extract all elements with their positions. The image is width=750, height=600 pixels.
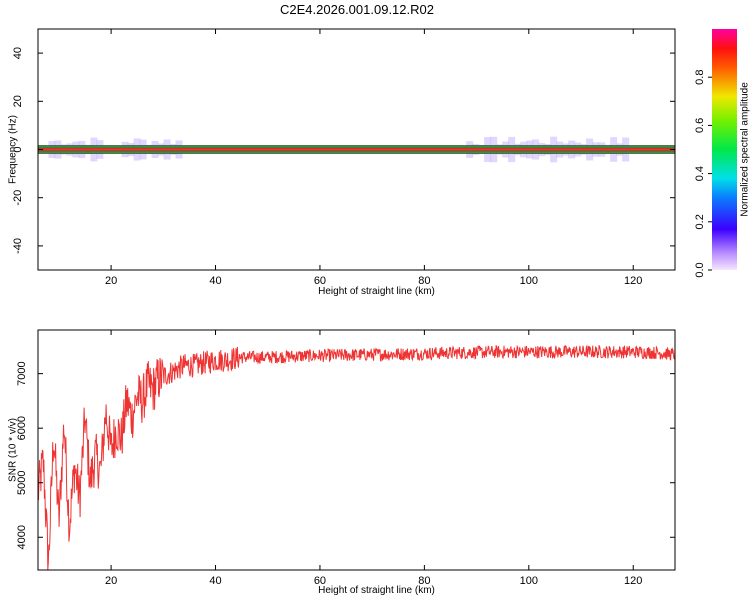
y-tick-label: 4000 bbox=[16, 525, 28, 549]
y-tick-label: 40 bbox=[12, 47, 24, 59]
y-tick-label: 6000 bbox=[16, 416, 28, 440]
colorbar-tick-label: 0.6 bbox=[694, 118, 706, 133]
colorbar: 0.0 0.2 0.4 0.6 0.8 Normalized spectral ampl… bbox=[694, 29, 750, 278]
colorbar-tick-label: 0.8 bbox=[694, 70, 706, 85]
x-tick-label: 40 bbox=[209, 575, 221, 587]
band-red bbox=[38, 148, 675, 151]
colorbar-gradient bbox=[712, 29, 737, 270]
colorbar-ticks: 0.0 0.2 0.4 0.6 0.8 bbox=[694, 70, 712, 278]
colorbar-tick-label: 0.2 bbox=[694, 214, 706, 229]
top-x-axis-label: Height of straight line (km) bbox=[318, 286, 435, 297]
y-tick-label: 7000 bbox=[16, 361, 28, 385]
x-tick-label: 100 bbox=[520, 575, 538, 587]
y-tick-label: 20 bbox=[12, 95, 24, 107]
bottom-axis-ticks: 20 40 60 80 100 120 4000 5000 6000 7000 bbox=[16, 330, 675, 587]
x-tick-label: 40 bbox=[209, 275, 221, 287]
bottom-y-axis-label: SNR (10 * v/v) bbox=[8, 418, 19, 482]
page-title: C2E4.2026.001.09.12.R02 bbox=[280, 2, 434, 17]
x-tick-label: 120 bbox=[624, 575, 642, 587]
top-axis-ticks: 20 40 60 80 100 120 40 20 0 -20 -40 bbox=[12, 29, 675, 287]
x-tick-label: 80 bbox=[418, 275, 430, 287]
snr-series-line bbox=[37, 344, 676, 571]
snr-panel: 20 40 60 80 100 120 4000 5000 6000 7000 Height of… bbox=[8, 329, 676, 596]
spectrogram-panel: 20 40 60 80 100 120 40 20 0 -20 -40 Height of stra… bbox=[8, 28, 676, 297]
x-tick-label: 80 bbox=[418, 575, 430, 587]
colorbar-label: Normalized spectral amplitude bbox=[740, 82, 750, 217]
x-tick-label: 60 bbox=[314, 575, 326, 587]
bottom-x-axis-label: Height of straight line (km) bbox=[318, 585, 435, 596]
bottom-plot-frame bbox=[37, 329, 676, 571]
x-tick-label: 20 bbox=[105, 275, 117, 287]
y-tick-label: 0 bbox=[12, 146, 24, 152]
y-tick-label: -40 bbox=[12, 238, 24, 254]
y-tick-label: 5000 bbox=[16, 470, 28, 494]
x-tick-label: 60 bbox=[314, 275, 326, 287]
x-tick-label: 100 bbox=[520, 275, 538, 287]
x-tick-label: 20 bbox=[105, 575, 117, 587]
y-tick-label: -20 bbox=[12, 190, 24, 206]
top-y-axis-label: Frequency (Hz) bbox=[8, 115, 19, 184]
colorbar-tick-label: 0.0 bbox=[694, 262, 706, 277]
x-tick-label: 120 bbox=[624, 275, 642, 287]
colorbar-tick-label: 0.4 bbox=[694, 166, 706, 181]
